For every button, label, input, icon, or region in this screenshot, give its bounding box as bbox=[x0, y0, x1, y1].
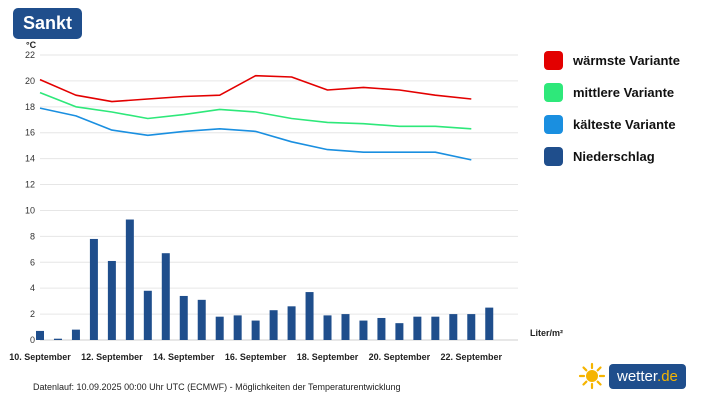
x-tick-label: 20. September bbox=[369, 352, 431, 362]
axis-labels: 0 2 4 6 8 10 12 14 16 18 20 22°C 10. September 12. Se… bbox=[9, 40, 563, 362]
y-tick-label: 18 bbox=[25, 102, 35, 112]
precip-bar bbox=[413, 316, 422, 340]
legend-label-warmest: wärmste Variante bbox=[573, 53, 680, 68]
y-tick-label: 0 bbox=[30, 335, 35, 345]
precip-bar bbox=[431, 316, 440, 340]
precip-unit-label: Liter/m² bbox=[530, 328, 563, 338]
legend-item-middle: mittlere Variante bbox=[544, 82, 680, 103]
x-tick-label: 10. September bbox=[9, 352, 71, 362]
precip-bar bbox=[125, 219, 134, 340]
y-tick-label: 14 bbox=[25, 154, 35, 164]
y-tick-label: 8 bbox=[30, 231, 35, 241]
y-tick-label: 16 bbox=[25, 128, 35, 138]
precip-bar bbox=[53, 338, 62, 340]
precip-bar bbox=[449, 314, 458, 340]
precip-bar bbox=[395, 323, 404, 340]
precip-bar bbox=[215, 316, 224, 340]
precip-bar bbox=[485, 307, 494, 340]
temperature-lines bbox=[39, 74, 472, 161]
precip-bar bbox=[305, 292, 314, 340]
x-tick-label: 16. September bbox=[225, 352, 287, 362]
precip-bar bbox=[36, 330, 44, 340]
x-tick-label: 18. September bbox=[297, 352, 359, 362]
precip-bar bbox=[323, 315, 332, 340]
sun-icon bbox=[578, 362, 606, 390]
legend-label-precip: Niederschlag bbox=[573, 149, 655, 164]
y-tick-label: 10 bbox=[25, 205, 35, 215]
x-tick-label: 12. September bbox=[81, 352, 143, 362]
location-badge: Sankt bbox=[13, 8, 83, 39]
precipitation-bars bbox=[36, 219, 494, 340]
precip-bar bbox=[269, 310, 278, 340]
legend: wärmste Variante mittlere Variante kälte… bbox=[544, 50, 680, 178]
line-coldest bbox=[39, 107, 472, 161]
y-tick-label: 12 bbox=[25, 180, 35, 190]
precip-bar bbox=[143, 290, 152, 340]
legend-swatch-middle bbox=[544, 83, 563, 102]
line-middle bbox=[39, 91, 472, 130]
y-tick-label: 2 bbox=[30, 309, 35, 319]
legend-item-coldest: kälteste Variante bbox=[544, 114, 680, 135]
legend-item-warmest: wärmste Variante bbox=[544, 50, 680, 71]
legend-swatch-coldest bbox=[544, 115, 563, 134]
legend-label-coldest: kälteste Variante bbox=[573, 117, 676, 132]
legend-label-middle: mittlere Variante bbox=[573, 85, 675, 100]
x-tick-label: 22. September bbox=[441, 352, 503, 362]
y-unit-label: °C bbox=[26, 40, 37, 50]
logo-wordmark: wetter.de bbox=[609, 363, 686, 389]
precip-bar bbox=[251, 320, 260, 340]
precip-bar bbox=[179, 295, 188, 340]
data-run-footer: Datenlauf: 10.09.2025 00:00 Uhr UTC (ECM… bbox=[33, 382, 401, 392]
logo-name: wetter bbox=[617, 367, 658, 385]
y-tick-label: 22 bbox=[25, 50, 35, 60]
wetter-logo[interactable]: wetter.de bbox=[578, 362, 686, 390]
y-tick-label: 6 bbox=[30, 257, 35, 267]
precip-bar bbox=[287, 306, 296, 340]
precip-bar bbox=[341, 314, 350, 340]
precip-bar bbox=[233, 315, 242, 340]
precip-bar bbox=[161, 253, 170, 340]
precip-bar bbox=[359, 320, 368, 340]
y-tick-label: 4 bbox=[30, 283, 35, 293]
legend-swatch-precip bbox=[544, 147, 563, 166]
logo-tld: .de bbox=[657, 367, 678, 385]
legend-item-precip: Niederschlag bbox=[544, 146, 680, 167]
precip-bar bbox=[197, 299, 206, 340]
precip-bar bbox=[71, 329, 80, 340]
line-warmest bbox=[39, 74, 472, 103]
y-tick-label: 20 bbox=[25, 76, 35, 86]
precip-bar bbox=[467, 314, 476, 340]
precip-bar bbox=[89, 238, 98, 340]
legend-swatch-warmest bbox=[544, 51, 563, 70]
precip-bar bbox=[107, 260, 116, 340]
precip-bar bbox=[377, 317, 386, 340]
x-tick-label: 14. September bbox=[153, 352, 215, 362]
